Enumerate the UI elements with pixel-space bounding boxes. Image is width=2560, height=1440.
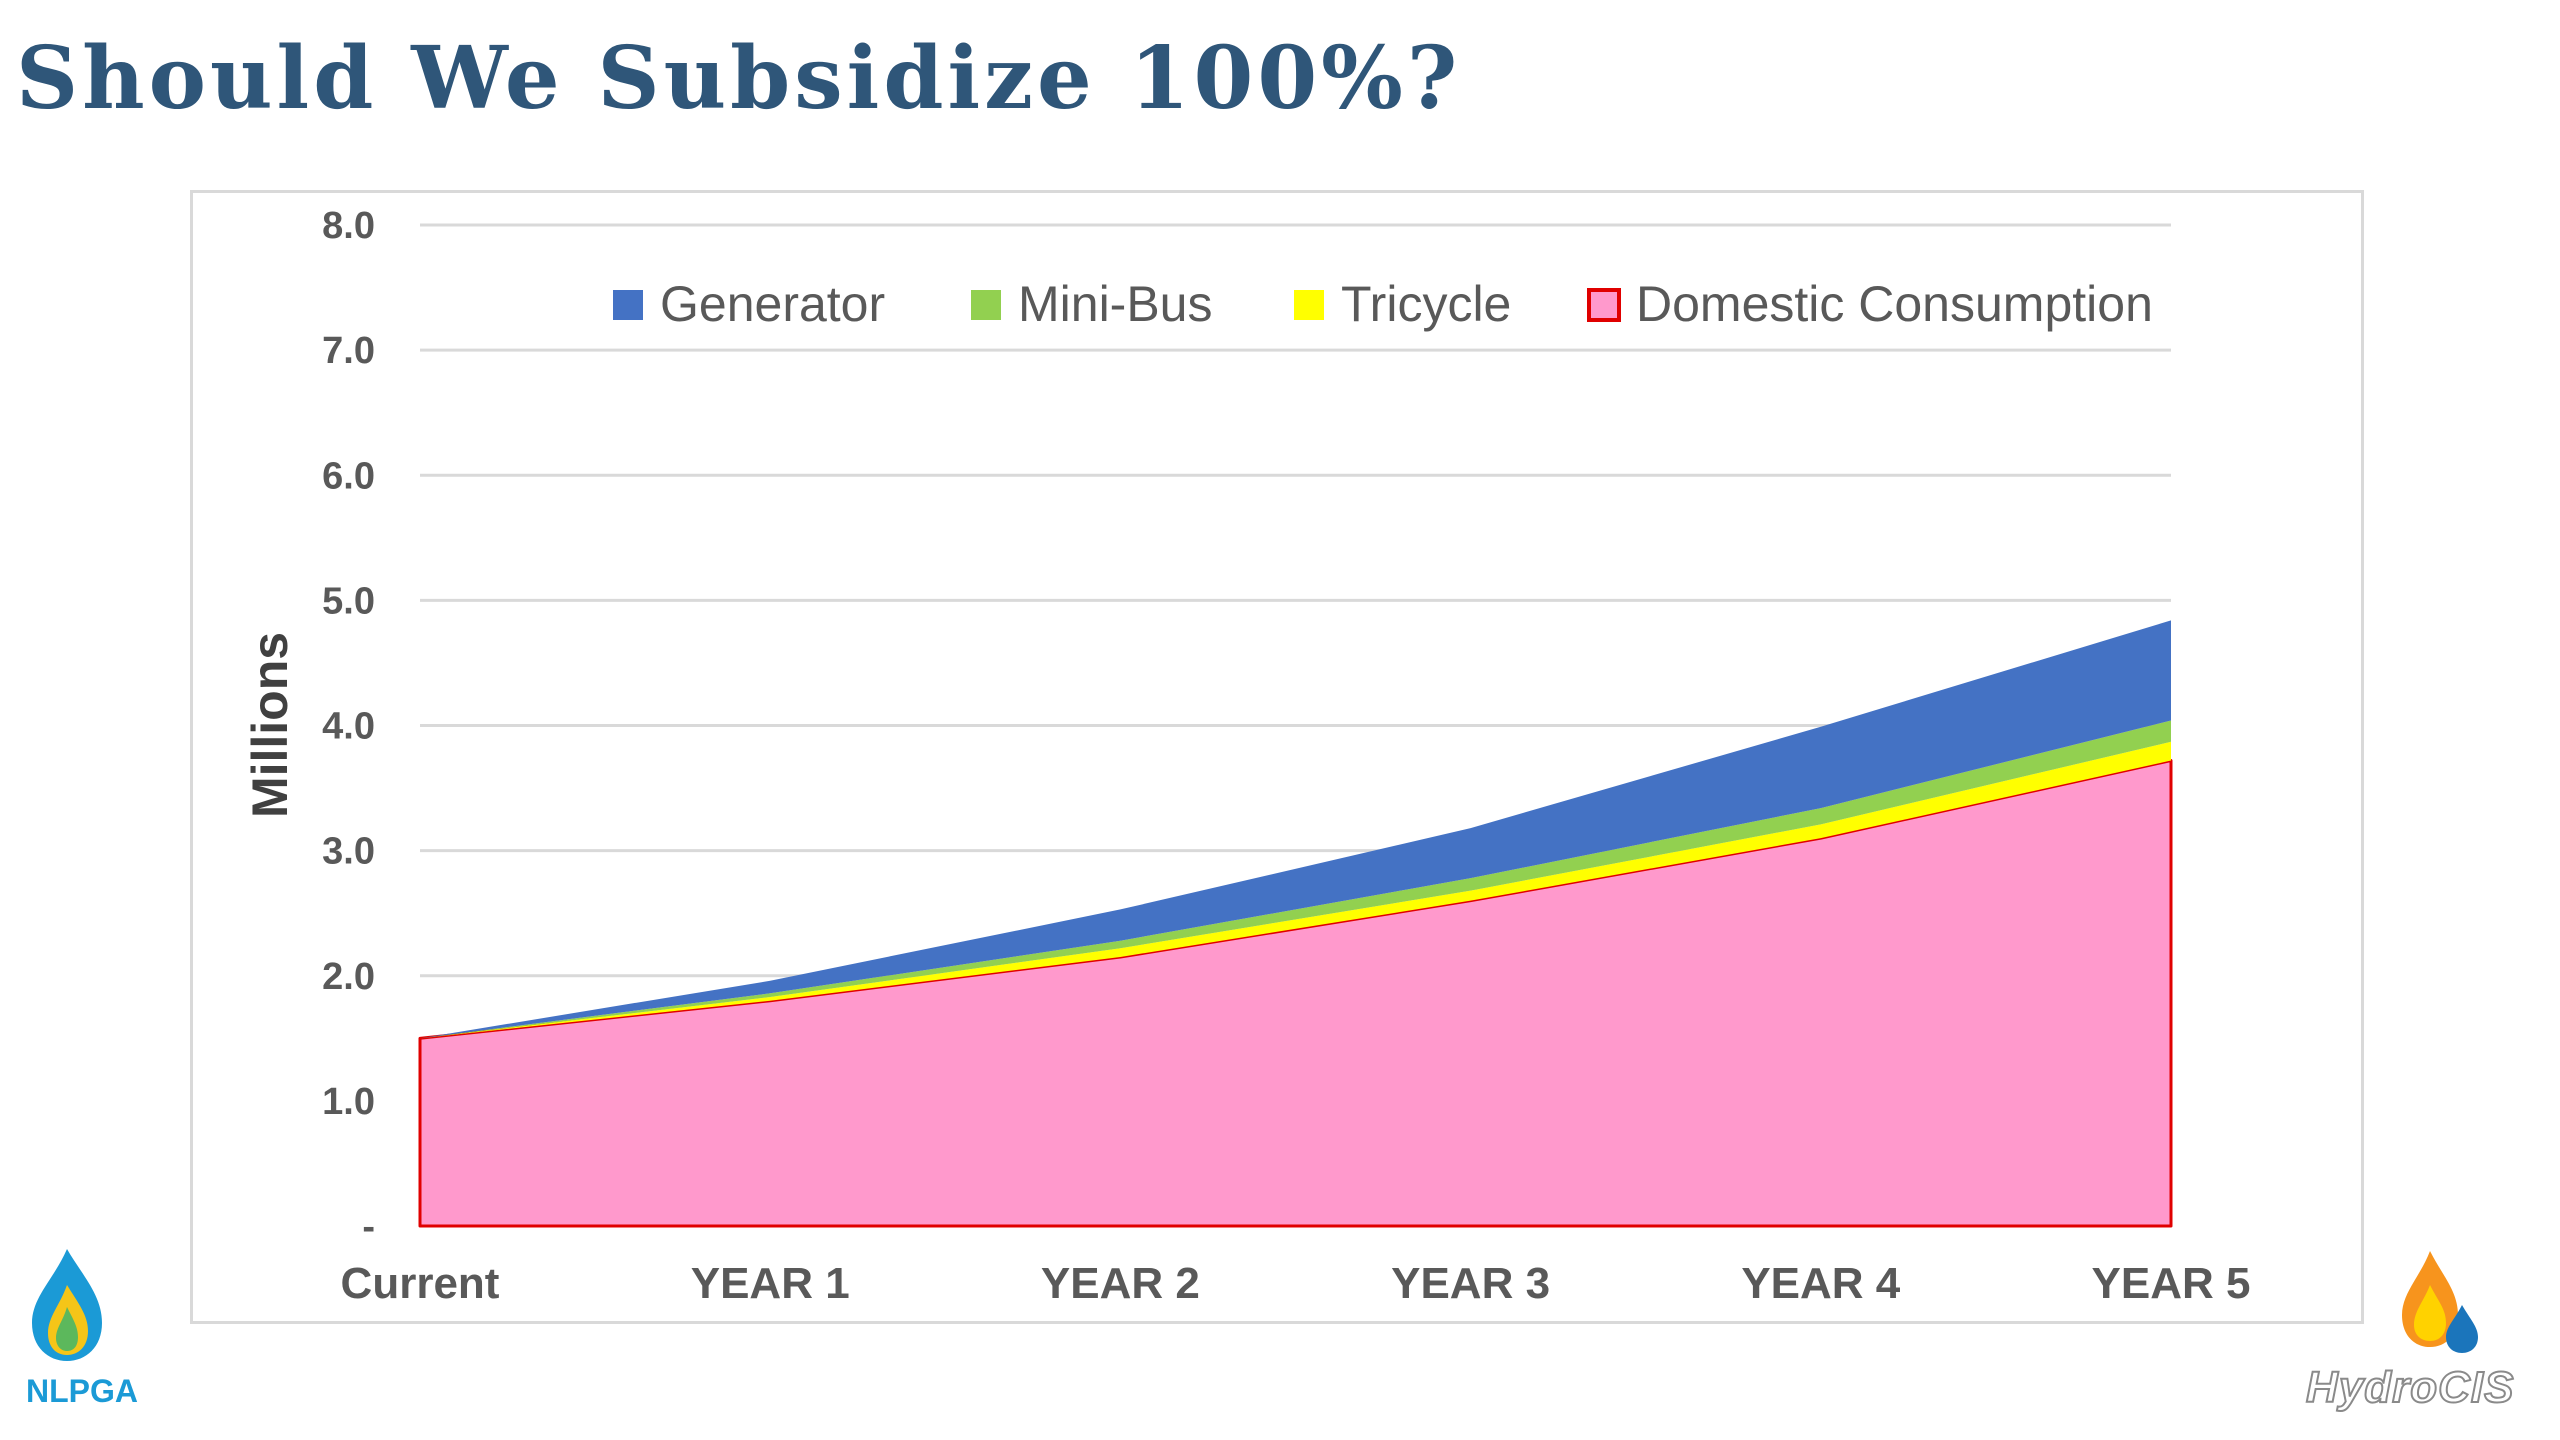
legend-label: Domestic Consumption [1636,276,2153,332]
flame-icon [32,1249,102,1361]
flame-drop-icon [2402,1251,2478,1353]
y-axis-title: Millions [242,632,298,818]
legend-swatch [613,290,643,320]
legend-label: Generator [660,276,885,332]
y-tick-label: 7.0 [322,330,375,372]
y-tick-label: 2.0 [322,956,375,998]
hydrocis-logo: HydroCIS [2300,1245,2550,1415]
x-category-label: YEAR 5 [2092,1259,2251,1308]
x-category-label: Current [341,1259,500,1308]
nlpga-logo: NLPGA [22,1245,162,1415]
legend-label: Tricycle [1341,276,1511,332]
y-tick-label: 6.0 [322,455,375,497]
y-tick-label: 8.0 [322,205,375,247]
nlpga-logo-text: NLPGA [26,1373,138,1409]
legend-label: Mini-Bus [1018,276,1212,332]
x-category-label: YEAR 1 [691,1259,850,1308]
stacked-area-chart: - 1.0 2.0 3.0 4.0 5.0 6.0 7.0 8.0 Current YEAR 1 YE… [242,205,2251,1308]
y-tick-label: - [362,1206,375,1248]
legend-swatch [1587,288,1621,322]
y-tick-label: 1.0 [322,1081,375,1123]
chart-frame: - 1.0 2.0 3.0 4.0 5.0 6.0 7.0 8.0 Current YEAR 1 YE… [190,190,2364,1324]
x-category-label: YEAR 3 [1391,1259,1550,1308]
x-category-label: YEAR 2 [1041,1259,1200,1308]
hydrocis-logo-text: HydroCIS [2305,1362,2515,1413]
y-tick-label: 3.0 [322,831,375,873]
y-tick-label: 4.0 [322,706,375,748]
legend-swatch [1294,290,1324,320]
legend-swatch [971,290,1001,320]
y-tick-label: 5.0 [322,580,375,622]
x-category-label: YEAR 4 [1741,1259,1900,1308]
area-domestic-consumption [418,759,2173,1228]
slide-title: Should We Subsidize 100%? [16,28,1462,129]
